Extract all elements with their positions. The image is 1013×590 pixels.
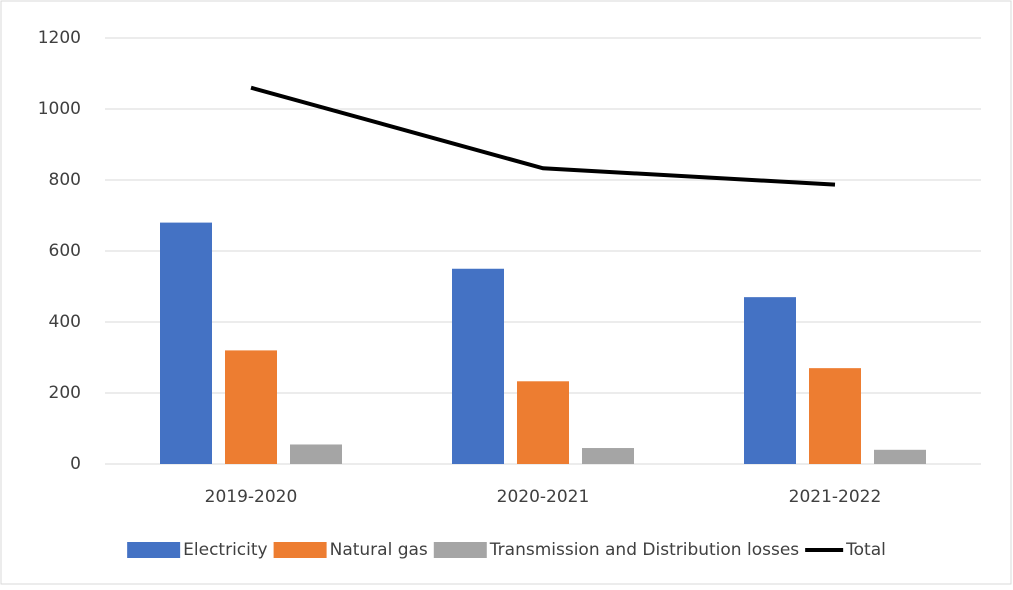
bar — [744, 297, 796, 464]
x-tick-label: 2020-2021 — [497, 487, 590, 507]
legend-label: Natural gas — [330, 540, 428, 560]
y-tick-label: 200 — [49, 383, 81, 403]
line — [250, 85, 836, 187]
bar — [582, 448, 634, 464]
legend-swatch — [127, 542, 181, 558]
bar — [225, 350, 277, 464]
bar — [160, 222, 212, 464]
legend-item: Natural gas — [273, 540, 428, 560]
legend-item: Transmission and Distribution losses — [433, 540, 799, 560]
x-tick-label: 2019-2020 — [205, 487, 298, 507]
legend-label: Electricity — [183, 540, 267, 560]
y-tick-label: 0 — [70, 454, 81, 474]
legend-swatch — [273, 542, 327, 558]
y-tick-label: 800 — [49, 170, 81, 190]
legend-label: Transmission and Distribution losses — [489, 540, 799, 560]
legend-item: Electricity — [127, 540, 268, 560]
legend-swatch — [433, 542, 487, 558]
bar — [290, 444, 342, 464]
x-tick-label: 2021-2022 — [789, 487, 882, 507]
bar — [874, 449, 926, 464]
y-tick-label: 400 — [49, 312, 81, 332]
bar — [517, 381, 569, 464]
y-tick-label: 1200 — [38, 28, 81, 48]
legend-label: Total — [845, 540, 886, 560]
bar — [809, 368, 861, 464]
y-tick-label: 1000 — [38, 99, 81, 119]
bar — [452, 268, 504, 464]
legend-item: Total — [805, 540, 886, 560]
y-tick-label: 600 — [49, 241, 81, 261]
